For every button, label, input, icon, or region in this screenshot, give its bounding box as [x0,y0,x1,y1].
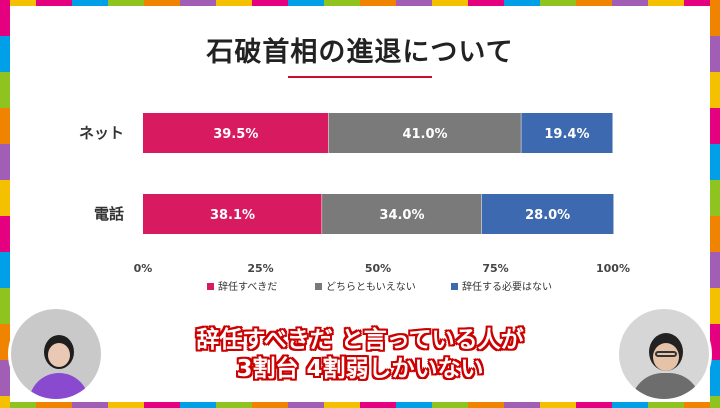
frame-segment [710,144,720,180]
legend-label: どちらともいえない [326,281,416,293]
frame-segment [108,0,144,6]
data-label: 34.0% [379,208,424,223]
frame-segment [612,0,648,6]
frame-segment [0,360,10,396]
frame-segment [432,402,468,408]
frame-segment [288,402,324,408]
frame-segment [0,288,10,324]
data-label: 28.0% [525,208,570,223]
presenter-right-avatar [616,306,712,402]
presenter-left-avatar [8,306,104,402]
data-label: 39.5% [213,127,258,142]
frame-segment [684,402,720,408]
frame-segment [0,252,10,288]
x-tick-label: 0% [134,262,153,275]
bar-segment [481,194,614,234]
frame-segment [612,402,648,408]
frame-segment [0,0,36,6]
category-label: 電話 [94,205,124,223]
frame-segment [396,0,432,6]
frame-segment [216,402,252,408]
frame-segment [0,402,36,408]
x-tick-label: 25% [247,262,273,275]
category-label: ネット [79,124,124,142]
frame-segment [0,0,10,36]
frame-segment [504,402,540,408]
frame-segment [468,0,504,6]
frame-segment [0,144,10,180]
frame-segment [710,252,720,288]
frame-segment [144,402,180,408]
data-label: 19.4% [544,127,589,142]
legend-swatch [315,283,322,290]
bar-segment [521,113,613,153]
legend-swatch [451,283,458,290]
frame-segment [288,0,324,6]
frame-segment [324,402,360,408]
frame-segment [144,0,180,6]
data-label: 38.1% [210,208,255,223]
frame-segment [0,108,10,144]
frame-segment [0,36,10,72]
frame-segment [710,324,720,360]
x-tick-label: 100% [596,262,630,275]
legend-label: 辞任すべきだ [218,280,277,293]
frame-segment [468,402,504,408]
frame-segment [72,0,108,6]
frame-segment [0,396,10,408]
frame-segment [710,180,720,216]
frame-segment [108,402,144,408]
frame-segment [710,36,720,72]
frame-segment [0,72,10,108]
frame-segment [0,324,10,360]
frame-segment [576,402,612,408]
frame-segment [648,0,684,6]
bar-segment [328,113,522,153]
frame-segment [360,402,396,408]
bar-segment [143,194,323,234]
frame-segment [710,396,720,408]
data-label: 41.0% [402,127,447,142]
frame-segment [72,402,108,408]
chart-title: 石破首相の進退について [206,37,514,68]
bar-segment [322,194,482,234]
frame-segment [432,0,468,6]
frame-segment [648,402,684,408]
frame-segment [504,0,540,6]
bar-segment [143,113,329,153]
frame-segment [540,402,576,408]
caption-line-1: 辞任すべきだ と言っている人が [196,327,524,353]
x-tick-label: 75% [482,262,508,275]
frame-segment [180,0,216,6]
x-tick-label: 50% [365,262,391,275]
frame-segment [0,216,10,252]
caption-line-2: 3割台 4割弱しかいない [236,356,484,382]
frame-segment [36,402,72,408]
legend-swatch [207,283,214,290]
frame-segment [684,0,720,6]
caption-subtitle: 辞任すべきだ と言っている人が 3割台 4割弱しかいない [0,326,720,384]
frame-segment [710,108,720,144]
frame-segment [710,216,720,252]
frame-segment [710,288,720,324]
frame-segment [0,180,10,216]
frame-segment [396,402,432,408]
frame-segment [360,0,396,6]
frame-segment [710,0,720,36]
frame-segment [324,0,360,6]
legend-label: 辞任する必要はない [462,280,552,293]
frame-segment [576,0,612,6]
frame-segment [180,402,216,408]
title-underline [288,76,432,78]
frame-segment [216,0,252,6]
frame-segment [252,0,288,6]
frame-segment [540,0,576,6]
frame-segment [36,0,72,6]
frame-segment [710,72,720,108]
frame-segment [252,402,288,408]
frame-segment [710,360,720,396]
